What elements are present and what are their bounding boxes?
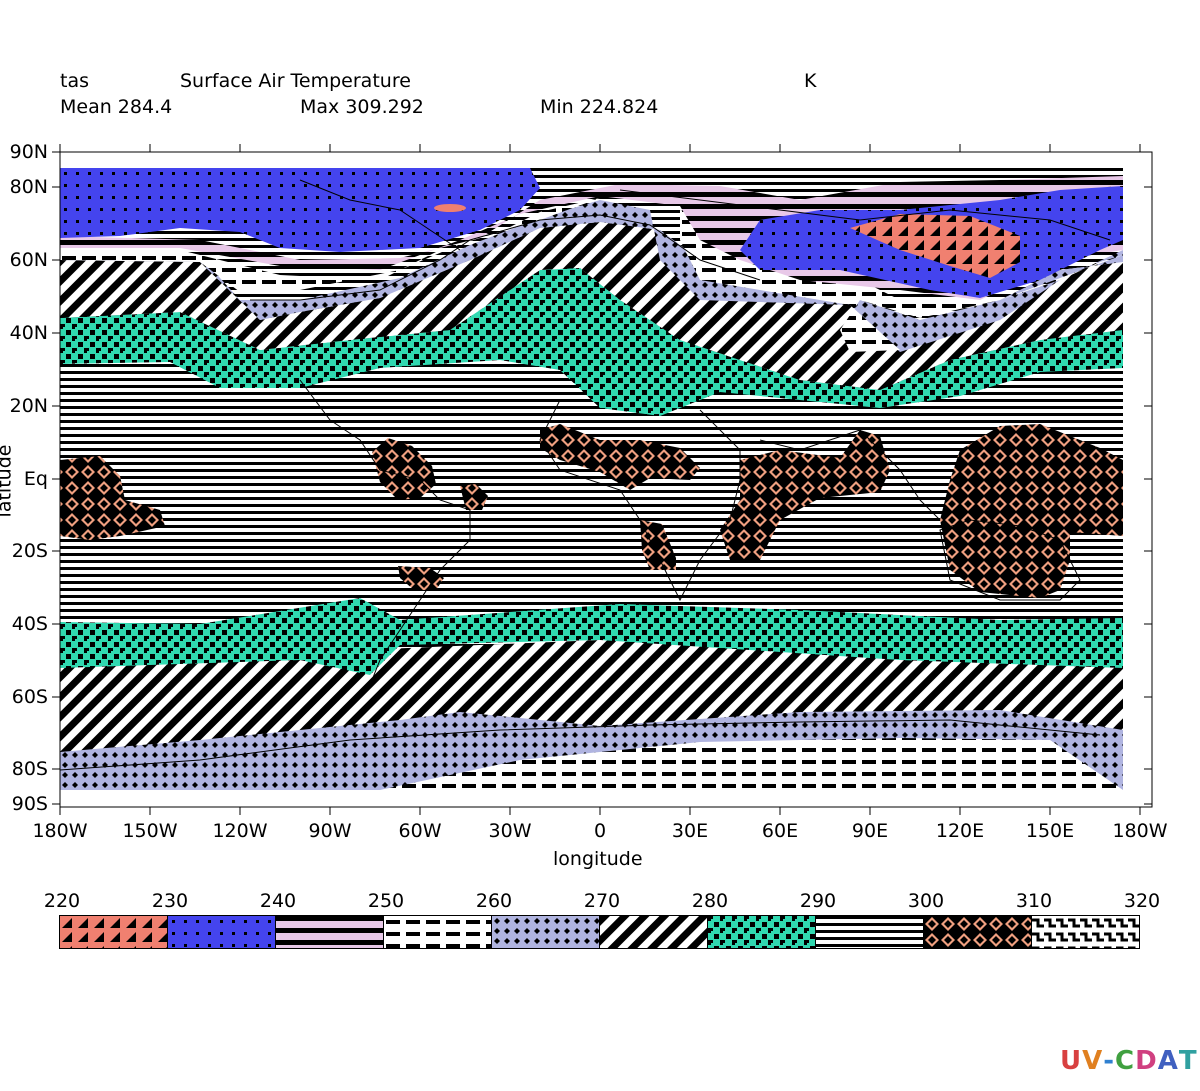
- colorbar-label: 290: [799, 890, 837, 912]
- min-stat: Min 224.824: [540, 96, 659, 118]
- colorbar-swatch: [168, 916, 276, 948]
- y-tick-label: 20N: [9, 395, 48, 417]
- axis-ticks: [52, 144, 1152, 815]
- x-tick-label: 60W: [398, 820, 442, 842]
- band-300-310-austral: [940, 424, 1123, 598]
- colorbar-swatch: [708, 916, 816, 948]
- band-300-310-pacific: [60, 456, 165, 540]
- y-tick-label: 20S: [11, 540, 48, 562]
- variable-name: tas: [60, 70, 89, 92]
- band-280-290-north: [60, 268, 1123, 416]
- x-tick-label: 150W: [122, 820, 178, 842]
- colorbar-swatch: [816, 916, 924, 948]
- temperature-map: [52, 144, 1153, 815]
- band-220-230-siberia: [850, 214, 1020, 278]
- uvcdat-logo: UV-CDAT: [1060, 1046, 1198, 1076]
- colorbar-swatch: [924, 916, 1032, 948]
- y-tick-label: 80S: [11, 758, 48, 780]
- y-tick-label: 40N: [9, 322, 48, 344]
- band-280-290-south: [60, 598, 1123, 675]
- x-tick-label: 30W: [488, 820, 532, 842]
- band-300-310-atlantic: [460, 484, 488, 510]
- colorbar-label: 300: [907, 890, 945, 912]
- colorbar-swatch: [60, 916, 168, 948]
- colorbar-label: 280: [691, 890, 729, 912]
- x-tick-label: 90E: [851, 820, 889, 842]
- colorbar-label: 230: [151, 890, 189, 912]
- x-tick-label: 180W: [1112, 820, 1168, 842]
- x-tick-label: 60E: [761, 820, 799, 842]
- x-tick-label: 120W: [212, 820, 268, 842]
- colorbar-swatch: [600, 916, 708, 948]
- y-axis-title: latitude: [0, 444, 16, 518]
- colorbar: [59, 915, 1140, 949]
- band-300-310-arabia-india: [720, 430, 890, 560]
- colorbar-label: 260: [475, 890, 513, 912]
- colorbar-label: 250: [367, 890, 405, 912]
- colorbar-label: 320: [1123, 890, 1161, 912]
- max-stat: Max 309.292: [300, 96, 424, 118]
- y-tick-label: 60N: [9, 249, 48, 271]
- band-300-310-safrica: [640, 520, 676, 570]
- x-tick-label: 150E: [1025, 820, 1075, 842]
- y-tick-label: 60S: [11, 686, 48, 708]
- colorbar-swatch: [384, 916, 492, 948]
- y-tick-label: 80N: [9, 176, 48, 198]
- x-tick-label: 0: [593, 820, 607, 842]
- band-250-260-antarctic: [380, 738, 1123, 790]
- band-300-310-saharan: [540, 424, 700, 490]
- x-tick-label: 180W: [32, 820, 88, 842]
- y-tick-label: Eq: [23, 468, 48, 490]
- colorbar-label: 240: [259, 890, 297, 912]
- band-300-310-sa-south: [398, 566, 444, 590]
- coastlines: [60, 179, 1111, 771]
- band-220-230-greenland: [434, 204, 466, 212]
- x-tick-label: 90W: [308, 820, 352, 842]
- x-tick-label: 120E: [935, 820, 985, 842]
- band-300-310-samerica: [372, 438, 436, 500]
- colorbar-swatch: [276, 916, 384, 948]
- y-tick-label: 90S: [11, 793, 48, 815]
- mean-stat: Mean 284.4: [60, 96, 173, 118]
- units-label: K: [804, 70, 817, 92]
- colorbar-swatch: [1032, 916, 1139, 948]
- colorbar-label: 310: [1015, 890, 1053, 912]
- y-tick-label: 90N: [9, 141, 48, 163]
- y-tick-label: 40S: [11, 613, 48, 635]
- colorbar-label: 270: [583, 890, 621, 912]
- x-axis-title: longitude: [553, 848, 643, 870]
- variable-long-name: Surface Air Temperature: [180, 70, 411, 92]
- colorbar-swatch: [492, 916, 600, 948]
- colorbar-label: 220: [43, 890, 81, 912]
- x-tick-label: 30E: [671, 820, 709, 842]
- band-230-240-arctic: [60, 168, 1123, 298]
